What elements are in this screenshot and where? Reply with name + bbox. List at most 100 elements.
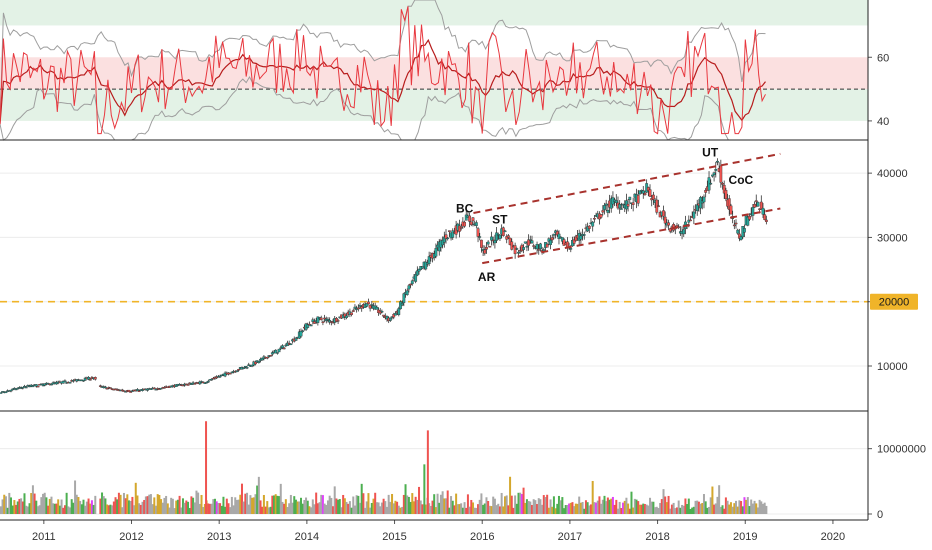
volume-bar	[453, 505, 456, 514]
volume-bar	[571, 502, 574, 514]
volume-bar	[455, 493, 458, 514]
annotation-ut: UT	[702, 145, 719, 159]
volume-bar	[264, 506, 267, 514]
volume-bar	[117, 492, 120, 514]
volume-bar	[278, 496, 281, 514]
volume-bar	[708, 506, 711, 514]
volume-bar	[713, 504, 716, 514]
volume-bar	[225, 498, 228, 514]
volume-bar	[665, 502, 668, 514]
volume-spike	[426, 430, 429, 514]
volume-bar	[109, 504, 112, 514]
volume-bar	[33, 493, 36, 514]
volume-bar	[396, 501, 399, 514]
volume-bar	[222, 496, 225, 514]
volume-bar	[446, 490, 449, 514]
volume-bar	[377, 502, 380, 514]
volume-bar	[450, 496, 453, 514]
candle-body	[657, 205, 660, 207]
volume-bar	[632, 507, 635, 514]
candle-body	[552, 233, 556, 236]
volume-bar	[188, 507, 191, 514]
volume-bar	[497, 503, 500, 514]
volume-bar	[687, 498, 690, 514]
volume-bar	[180, 507, 183, 514]
volume-bar	[672, 502, 675, 514]
candle-body	[360, 306, 364, 309]
volume-bar	[505, 495, 508, 514]
candle-body	[471, 217, 475, 222]
volume-bar	[35, 500, 38, 514]
volume-bar	[87, 498, 90, 514]
volume-bar	[133, 505, 136, 514]
volume-bar	[726, 500, 729, 514]
volume-bar	[252, 497, 255, 514]
candle-body	[716, 160, 719, 163]
volume-bar	[146, 496, 149, 514]
volume-bar	[514, 495, 517, 514]
volume-bar	[716, 496, 719, 514]
candle-body	[201, 381, 205, 384]
volume-bar	[438, 502, 441, 514]
volume-bar	[740, 501, 743, 514]
volume-bar	[60, 499, 63, 514]
candle-body	[343, 313, 347, 317]
candle-body	[104, 386, 107, 389]
candle-body	[382, 314, 386, 317]
candle-body	[532, 245, 536, 247]
volume-bar	[291, 502, 294, 514]
channel-upper-line	[473, 152, 781, 214]
volume-bar	[711, 486, 714, 514]
candle-body	[587, 225, 591, 229]
candle-body	[621, 203, 625, 206]
candle-body	[14, 388, 18, 391]
volume-bar	[433, 494, 436, 514]
candle-body	[405, 290, 409, 296]
candle-body	[247, 364, 251, 366]
volume-bar	[1, 499, 4, 514]
volume-bar	[721, 505, 724, 514]
volume-bar	[178, 495, 181, 514]
volume-bar	[166, 503, 169, 514]
volume-bar	[401, 506, 404, 514]
volume-bar	[475, 507, 478, 514]
volume-tick-label: 10000000	[877, 444, 926, 456]
volume-bar	[288, 503, 291, 514]
volume-bar	[197, 492, 200, 514]
candle-body	[275, 352, 279, 354]
volume-bar	[655, 506, 658, 514]
volume-bar	[611, 496, 614, 514]
volume-bar	[256, 485, 259, 514]
volume-bar	[284, 499, 287, 514]
candle-body	[407, 285, 411, 290]
candle-body	[626, 203, 630, 207]
candle-body	[351, 310, 355, 312]
candle-body	[763, 214, 767, 220]
candle-body	[120, 389, 124, 392]
volume-bar	[448, 507, 451, 514]
volume-bar	[129, 500, 132, 514]
candle-body	[367, 301, 370, 305]
candle-body	[506, 235, 510, 238]
volume-bar	[72, 502, 75, 514]
volume-bar	[350, 507, 353, 514]
volume-bar	[369, 507, 372, 514]
candle-body	[485, 247, 488, 250]
volume-bar	[337, 499, 340, 514]
candle-body	[122, 390, 126, 392]
volume-bar	[738, 500, 741, 514]
volume-bar	[591, 480, 594, 514]
candle-body	[260, 357, 264, 361]
candle-body	[476, 228, 480, 237]
volume-bar	[48, 498, 51, 514]
volume-bar	[348, 501, 351, 514]
volume-bar	[549, 499, 552, 514]
volume-bar	[210, 503, 213, 514]
volume-bar	[13, 500, 16, 514]
volume-bar	[308, 506, 311, 514]
candle-body	[63, 380, 67, 382]
volume-bar	[67, 506, 70, 514]
volume-bar	[706, 507, 709, 514]
volume-bar	[590, 504, 593, 514]
volume-bar	[227, 503, 230, 514]
